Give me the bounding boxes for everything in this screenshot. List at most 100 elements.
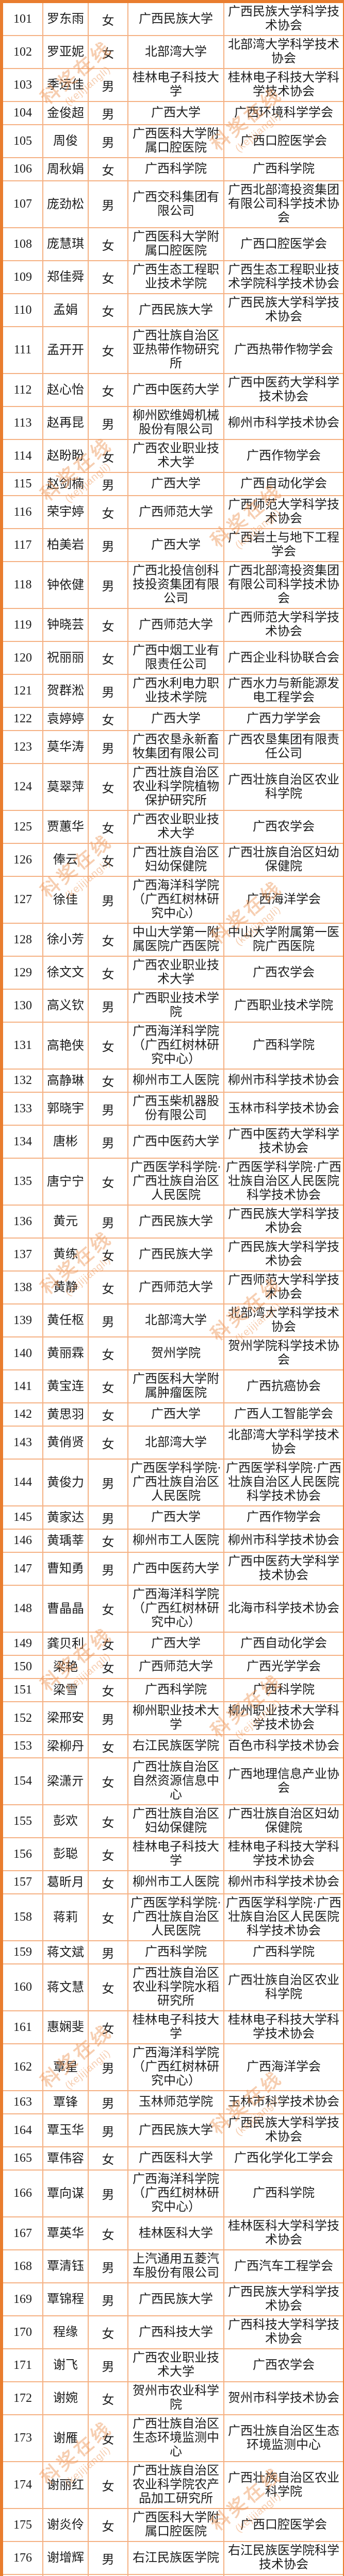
- table-row: 105 周俊 男 广西医科大学附属口腔医院 广西口腔医学会: [1, 124, 344, 158]
- gender-cell: 女: [88, 2414, 128, 2462]
- organization-cell: 广西中医药大学: [127, 1552, 224, 1586]
- table-row: 155 彭欢 女 广西壮族自治区妇幼保健院 广西壮族自治区妇幼保健院: [1, 1804, 344, 1838]
- row-number-cell: 159: [1, 1940, 43, 1964]
- gender-cell: 男: [88, 876, 128, 924]
- row-number-cell: 164: [1, 2113, 43, 2147]
- row-number-cell: 135: [1, 1158, 43, 1206]
- person-name-cell: 梁柳丹: [42, 1734, 89, 1758]
- association-cell: 广西农学会: [223, 810, 344, 844]
- association-cell: 广西口腔医学会: [223, 124, 344, 158]
- gender-cell: 女: [88, 1158, 128, 1206]
- association-cell: 广西自动化学会: [223, 1632, 344, 1656]
- gender-cell: 女: [88, 2461, 128, 2509]
- row-number-cell: 152: [1, 1701, 43, 1735]
- gender-cell: 女: [88, 2216, 128, 2250]
- table-row: 117 柏美岩 男 广西大学 广西岩土与地下工程学会: [1, 528, 344, 562]
- row-number-cell: 101: [1, 1, 43, 36]
- row-number-cell: 172: [1, 2381, 43, 2415]
- gender-cell: 女: [88, 843, 128, 877]
- row-number-cell: 158: [1, 1893, 43, 1941]
- gender-cell: 男: [88, 674, 128, 708]
- gender-cell: 男: [88, 2090, 128, 2114]
- organization-cell: 贺州市农业科学院: [127, 2381, 224, 2415]
- person-name-cell: 黄静: [42, 1270, 89, 1304]
- row-number-cell: 124: [1, 763, 43, 811]
- association-cell: 北部湾大学科学技术协会: [223, 35, 344, 69]
- row-number-cell: 151: [1, 1678, 43, 1702]
- row-number-cell: 105: [1, 124, 43, 158]
- organization-cell: 广西医学科学院·广西壮族自治区人民医院: [127, 1158, 224, 1206]
- person-name-cell: 徐佳: [42, 876, 89, 924]
- gender-cell: 女: [88, 326, 128, 374]
- organization-cell: 广西大学: [127, 2574, 224, 2576]
- row-number-cell: 155: [1, 1804, 43, 1838]
- table-row: 110 孟娟 女 广西民族大学 广西民族大学科学技术协会: [1, 293, 344, 327]
- person-name-cell: 唐宁宁: [42, 1158, 89, 1206]
- association-cell: 北海市科学技术协会: [223, 1585, 344, 1633]
- organization-cell: 右江民族医学院: [127, 2541, 224, 2575]
- organization-cell: 贺州学院: [127, 1336, 224, 1370]
- table-row: 118 钟依健 男 广西北投信创科技投资集团有限公司 广西北部湾投资集团有限公司…: [1, 561, 344, 609]
- row-number-cell: 121: [1, 674, 43, 708]
- table-row: 124 莫翠萍 女 广西壮族自治区农业科学院植物保护研究所 广西壮族自治区农业科…: [1, 763, 344, 811]
- table-row: 163 覃锋 男 玉林师范学院 玉林市科学技术协会: [1, 2090, 344, 2114]
- person-name-cell: 周俊: [42, 124, 89, 158]
- row-number-cell: 118: [1, 561, 43, 609]
- organization-cell: 玉林师范学院: [127, 2090, 224, 2114]
- organization-cell: 柳州市工人医院: [127, 1529, 224, 1553]
- row-number-cell: 156: [1, 1837, 43, 1871]
- gender-cell: 男: [88, 1459, 128, 1506]
- association-cell: 贺州学院科学技术协会: [223, 1336, 344, 1370]
- gender-cell: 男: [88, 2170, 128, 2217]
- row-number-cell: 134: [1, 1125, 43, 1159]
- row-number-cell: 145: [1, 1505, 43, 1530]
- person-name-cell: 郑佳舜: [42, 260, 89, 294]
- person-name-cell: 周秋娟: [42, 157, 89, 181]
- organization-cell: 广西大学: [127, 472, 224, 496]
- organization-cell: 广西玉柴机器股份有限公司: [127, 1092, 224, 1126]
- organization-cell: 广西科技大学: [127, 2315, 224, 2349]
- row-number-cell: 114: [1, 439, 43, 473]
- association-cell: 北部湾大学科学技术协会: [223, 1426, 344, 1460]
- gender-cell: 男: [88, 2113, 128, 2147]
- row-number-cell: 112: [1, 373, 43, 407]
- gender-cell: 女: [88, 1402, 128, 1427]
- association-cell: 广西化学化工学会: [223, 2146, 344, 2171]
- table-row: 177 靳震震 男 广西大学 广西机械工程学会: [1, 2574, 344, 2576]
- association-cell: 广西民族大学科学技术协会: [223, 2113, 344, 2147]
- association-cell: 广西师范大学科学技术协会: [223, 1270, 344, 1304]
- table-row: 171 谢飞 男 广西农业职业技术大学 广西农学会: [1, 2348, 344, 2382]
- table-row: 107 庞劲松 男 广西交科集团有限公司 广西北部湾投资集团有限公司科学技术协会: [1, 180, 344, 228]
- organization-cell: 柳州市工人医院: [127, 1069, 224, 1093]
- organization-cell: 广西科学院: [127, 1678, 224, 1702]
- person-name-cell: 罗亚妮: [42, 35, 89, 69]
- organization-cell: 广西科学院: [127, 157, 224, 181]
- row-number-cell: 109: [1, 260, 43, 294]
- association-cell: 广西科技大学科学技术协会: [223, 2315, 344, 2349]
- gender-cell: 女: [88, 923, 128, 957]
- table-row: 154 梁潇亓 女 广西壮族自治区自然资源信息中心 广西地理信息产业协会: [1, 1757, 344, 1805]
- table-row: 115 赵剑楠 男 广西大学 广西自动化学会: [1, 472, 344, 496]
- person-name-cell: 罗东雨: [42, 1, 89, 36]
- row-number-cell: 117: [1, 528, 43, 562]
- organization-cell: 广西水利电力职业技术学院: [127, 674, 224, 708]
- association-cell: 柳州市科学技术协会: [223, 1870, 344, 1894]
- gender-cell: 女: [88, 293, 128, 327]
- association-cell: 广西水力与新能源发电工程学会: [223, 674, 344, 708]
- table-row: 130 高义钦 男 广西职业技术学院 广西职业技术学院: [1, 989, 344, 1023]
- organization-cell: 广西壮族自治区自然资源信息中心: [127, 1757, 224, 1805]
- organization-cell: 桂林电子科技大学: [127, 1837, 224, 1871]
- gender-cell: 男: [88, 1303, 128, 1337]
- organization-cell: 广西大学: [127, 1505, 224, 1530]
- association-cell: 广西科学院: [223, 2170, 344, 2217]
- organization-cell: 广西职业技术学院: [127, 989, 224, 1023]
- row-number-cell: 169: [1, 2282, 43, 2316]
- person-name-cell: 黄俏贤: [42, 1426, 89, 1460]
- gender-cell: 女: [88, 1734, 128, 1758]
- person-name-cell: 贺群淞: [42, 674, 89, 708]
- row-number-cell: 132: [1, 1069, 43, 1093]
- gender-cell: 女: [88, 1426, 128, 1460]
- organization-cell: 桂林医科大学: [127, 2216, 224, 2250]
- row-number-cell: 176: [1, 2541, 43, 2575]
- gender-cell: 女: [88, 1870, 128, 1894]
